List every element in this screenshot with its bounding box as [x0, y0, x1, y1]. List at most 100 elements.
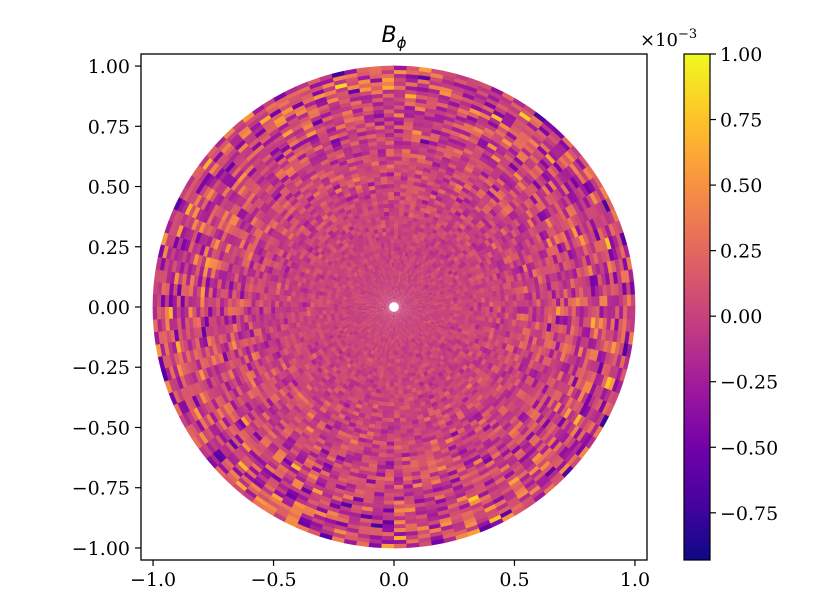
heatmap-cell [514, 369, 522, 379]
heatmap-cell [412, 282, 418, 287]
heatmap-cell [383, 405, 390, 411]
heatmap-cell [513, 206, 523, 217]
heatmap-cell [395, 311, 398, 316]
heatmap-cell [467, 447, 478, 456]
heatmap-cell [448, 426, 458, 435]
heatmap-cell [369, 303, 374, 305]
heatmap-cell [241, 221, 251, 233]
heatmap-cell [323, 321, 329, 326]
heatmap-cell [282, 301, 287, 308]
heatmap-cell [394, 323, 397, 328]
heatmap-cell [414, 358, 419, 364]
heatmap-cell [388, 207, 394, 212]
heatmap-cell [412, 296, 418, 300]
heatmap-cell [508, 260, 515, 270]
heatmap-cell [449, 297, 454, 302]
heatmap-cell [366, 296, 372, 300]
heatmap-cell [381, 308, 386, 311]
heatmap-cell [383, 312, 388, 316]
heatmap-cell [365, 338, 371, 344]
heatmap-cell [389, 219, 394, 224]
heatmap-cell [404, 231, 410, 237]
heatmap-cell [460, 200, 469, 208]
heatmap-cell [238, 239, 246, 250]
heatmap-cell [367, 209, 375, 216]
heatmap-cell [400, 326, 404, 331]
heatmap-cell [402, 223, 408, 229]
heatmap-cell [418, 306, 423, 309]
heatmap-cell [489, 279, 496, 287]
heatmap-cell [445, 309, 451, 313]
heatmap-cell [551, 289, 557, 299]
heatmap-cell [496, 295, 502, 302]
heatmap-cell [266, 243, 274, 253]
heatmap-cell [416, 323, 421, 328]
heatmap-cell [298, 184, 308, 194]
heatmap-cell [278, 294, 284, 302]
heatmap-cell [389, 298, 393, 303]
heatmap-cell [390, 339, 393, 344]
heatmap-cell [447, 444, 458, 452]
heatmap-cell [387, 326, 390, 332]
heatmap-cell [407, 348, 412, 354]
heatmap-cell [523, 292, 529, 301]
heatmap-cell [306, 239, 314, 247]
heatmap-cell [473, 390, 482, 399]
heatmap-cell [309, 218, 318, 226]
heatmap-cell [487, 321, 493, 328]
heatmap-cell [407, 240, 412, 246]
heatmap-cell [403, 341, 407, 347]
heatmap-cell [500, 369, 508, 379]
heatmap-cell [431, 185, 440, 193]
heatmap-cell [322, 193, 331, 201]
heatmap-cell [387, 425, 395, 431]
heatmap-cell [398, 282, 401, 288]
heatmap-cell [533, 259, 540, 270]
heatmap-cell [354, 332, 360, 338]
heatmap-cell [412, 233, 418, 239]
heatmap-cell [402, 389, 409, 395]
heatmap-cell [534, 380, 543, 391]
heatmap-cell [387, 278, 391, 284]
heatmap-cell [310, 298, 315, 304]
heatmap-cell [479, 184, 489, 194]
heatmap-cell [329, 430, 339, 438]
heatmap-cell [392, 278, 394, 283]
heatmap-cell [538, 354, 546, 364]
heatmap-cell [407, 316, 412, 320]
heatmap-cell [229, 350, 237, 361]
heatmap-cell [386, 330, 389, 336]
heatmap-cell [386, 370, 391, 376]
heatmap-cell [381, 267, 385, 273]
heatmap-cell [319, 158, 330, 167]
heatmap-cell [406, 309, 411, 312]
heatmap-cell [484, 401, 493, 411]
heatmap-cell [404, 404, 411, 411]
heatmap-cell [293, 236, 301, 245]
heatmap-cell [246, 353, 254, 364]
heatmap-cell [366, 386, 373, 392]
heatmap-cell [394, 413, 401, 419]
heatmap-cell [297, 195, 307, 205]
heatmap-cell [360, 333, 366, 339]
heatmap-cell [336, 156, 347, 164]
heatmap-cell [310, 248, 317, 256]
heatmap-cell [415, 279, 420, 285]
heatmap-cell [433, 425, 442, 432]
heatmap-cell [377, 277, 382, 283]
heatmap-cell [369, 305, 374, 308]
heatmap-cell [306, 307, 311, 312]
heatmap-cell [324, 284, 330, 290]
heatmap-cell [358, 295, 364, 299]
heatmap-cell [460, 295, 466, 300]
heatmap-cell [380, 307, 386, 309]
heatmap-cell [252, 245, 261, 256]
heatmap-cell [368, 189, 377, 195]
heatmap-cell [488, 316, 494, 323]
heatmap-cell [249, 244, 257, 254]
heatmap-cell [462, 196, 472, 205]
heatmap-cell [322, 179, 332, 188]
heatmap-cell [402, 294, 407, 299]
heatmap-cell [409, 312, 414, 315]
heatmap-cell [370, 411, 378, 418]
